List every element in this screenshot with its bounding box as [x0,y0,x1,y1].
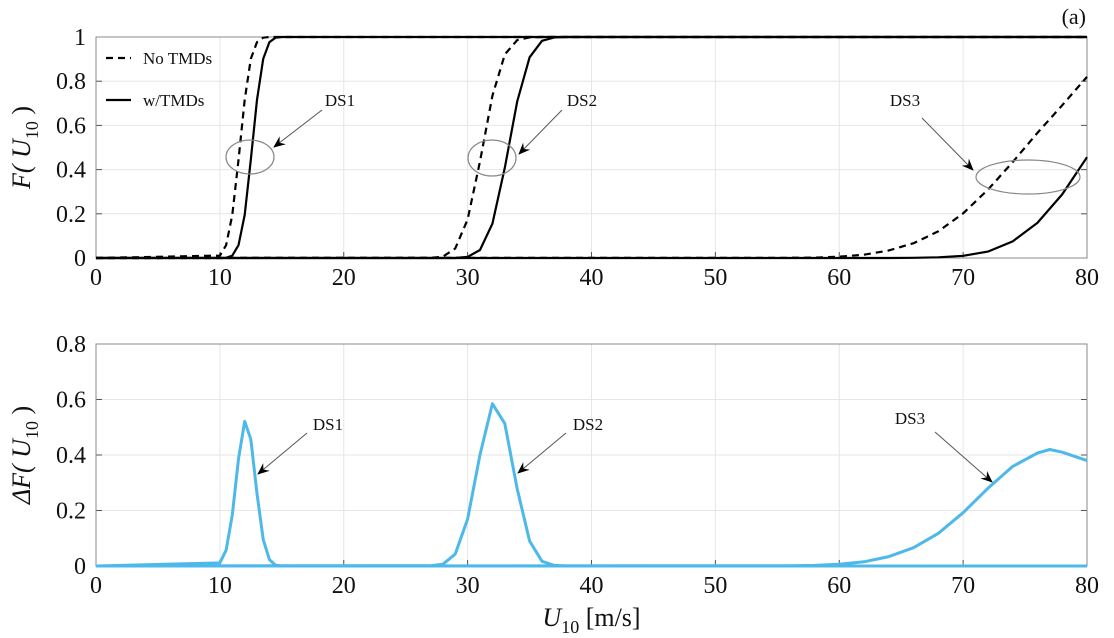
x-label-end: [m/s] [579,603,640,632]
series-line-notmds-ds2 [95,35,1087,260]
annotation-arrow [257,432,308,475]
annotation-arrow [517,432,567,474]
annotation-arrow [934,431,993,483]
y-tick-label: 0.2 [56,202,86,228]
y-tick-label: 0.2 [56,499,86,525]
y-tick-label: 0.8 [56,69,86,95]
x-tick-label: 40 [580,265,604,291]
y-tick-label: 0.8 [56,332,86,358]
annotation-label: DS1 [325,91,355,110]
y-tick-label: 0.4 [56,443,86,469]
annotation-arrow [518,109,563,155]
highlight-ellipse [975,159,1081,195]
series-line-notmds-ds1 [95,35,1087,260]
series-line-wtmds-ds3 [96,156,1088,260]
x-tick-label: 50 [703,265,727,291]
annotation-label: DS2 [567,91,597,110]
highlight-ellipse [225,139,275,175]
annotation-label: DS3 [895,409,925,428]
series-line-wtmds-ds1 [95,35,1087,260]
series-line-ds3 [95,448,1088,568]
y-axis-label: F( U10 ) [7,106,42,190]
x-tick-label: 10 [208,265,232,291]
legend-label: No TMDs [143,49,212,68]
annotation-arrow [921,117,974,171]
y-label-main: ΔF( U [7,437,36,505]
x-axis-label: U10 [m/s] [542,603,640,637]
annotation-label: DS3 [890,91,920,110]
x-tick-label: 40 [580,573,604,599]
y-tick-label: 0.6 [56,113,86,139]
panel-label: (a) [1062,4,1086,29]
x-tick-label: 60 [827,573,851,599]
top-plot: 0 10 20 30 40 50 60 70 80 0 0.2 0.4 0.6 0.8 1 DS1 DS2 DS3… [7,25,1099,291]
x-label-sub: 10 [561,617,579,637]
x-tick-label: 20 [332,573,356,599]
x-tick-label: 80 [1075,573,1099,599]
legend-label: w/TMDs [143,91,204,110]
x-tick-label: 50 [703,573,727,599]
annotation-label: DS2 [573,415,603,434]
y-tick-label: 1 [74,25,86,51]
x-tick-label: 70 [951,265,975,291]
x-tick-label: 70 [951,573,975,599]
annotation-arrow [273,109,323,148]
y-axis-label: ΔF( U10 ) [7,406,42,505]
x-tick-label: 30 [456,573,480,599]
x-tick-label: 30 [456,265,480,291]
x-label-main: U [542,603,563,632]
x-tick-label: 60 [827,265,851,291]
y-tick-label: 0.6 [56,388,86,414]
y-label-end: ) [7,406,36,421]
y-label-main: F( U [7,137,36,190]
y-tick-label: 0 [74,246,86,272]
highlight-ellipse [467,139,517,177]
bottom-plot: 0 10 20 30 40 50 60 70 80 0 0.2 0.4 0.6 0.8 DS1 DS2 DS3 Δ… [7,332,1099,637]
x-tick-label: 0 [90,573,102,599]
y-label-sub: 10 [22,121,42,139]
y-tick-label: 0.4 [56,158,86,184]
x-tick-label: 20 [332,265,356,291]
y-tick-label: 0 [74,554,86,580]
x-tick-label: 80 [1075,265,1099,291]
x-tick-label: 0 [90,265,102,291]
y-label-sub: 10 [22,421,42,439]
x-tick-label: 10 [208,573,232,599]
y-label-end: ) [7,106,36,121]
annotation-label: DS1 [313,415,343,434]
legend: No TMDs w/TMDs [106,49,212,110]
